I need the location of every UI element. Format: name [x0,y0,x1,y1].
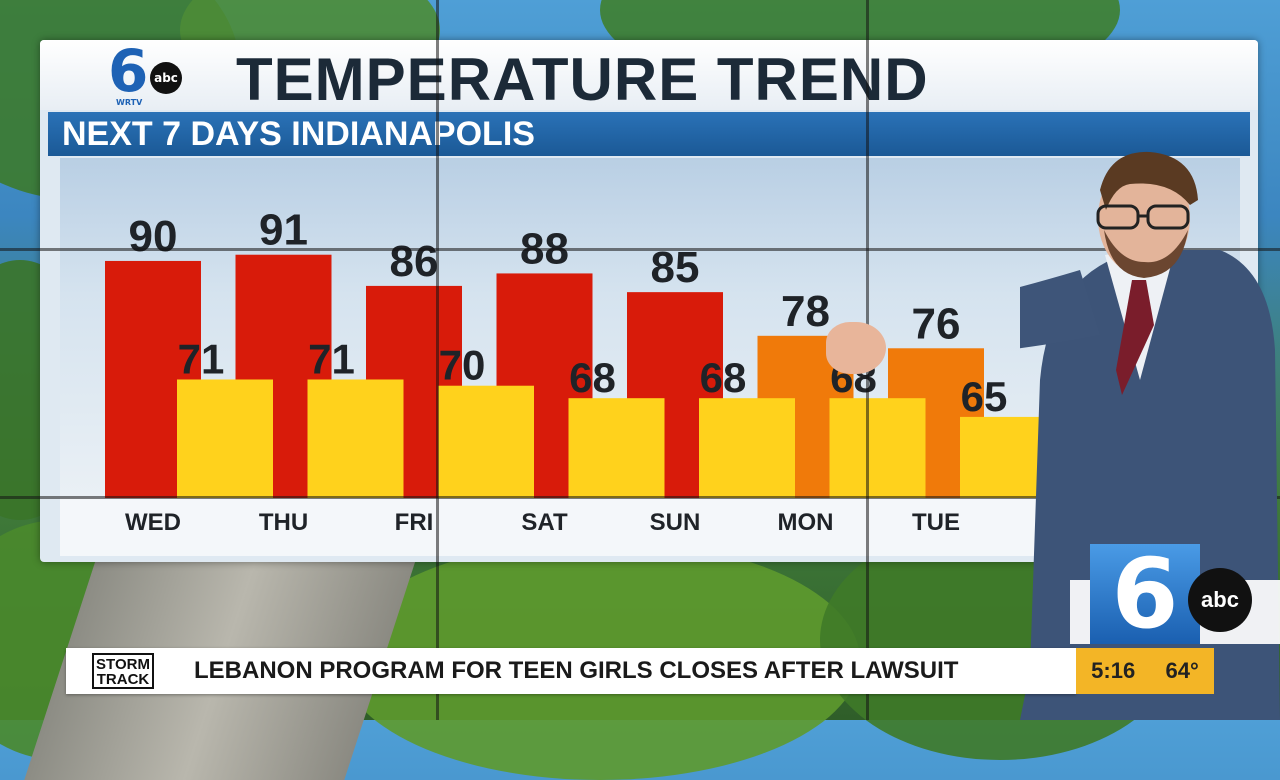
low-temp-label: 71 [178,335,225,382]
corner-logo-number: 6 [1090,544,1200,644]
day-label: WED [125,509,181,536]
high-temp-label: 76 [912,299,961,348]
screen-seam-horizontal [0,496,1280,499]
presenter-hand [826,322,886,374]
corner-network-logo: 6 abc [1070,544,1280,644]
high-temp-label: 78 [781,287,830,336]
low-temp-label: 71 [308,335,355,382]
logo-station: WRTV [116,98,143,107]
high-temp-label: 90 [129,212,178,261]
clock-time: 5:16 [1091,658,1136,683]
low-temp-bar [699,398,795,498]
current-temperature: 64° [1165,658,1199,683]
logo-network: abc [150,62,182,94]
ticker-headline: LEBANON PROGRAM FOR TEEN GIRLS CLOSES AF… [194,657,959,684]
logo-number: 6 [108,40,149,105]
subtitle-bar: NEXT 7 DAYS INDIANAPOLIS [48,112,1250,156]
day-label: SUN [650,509,701,536]
storm-track-logo: STORM TRACK [92,653,154,689]
time-temp-box: 5:16 64° [1076,648,1214,694]
news-ticker: STORM TRACK LEBANON PROGRAM FOR TEEN GIR… [66,648,1076,694]
day-label: FRI [395,509,434,536]
low-temp-bar [568,398,665,498]
day-label: TUE [912,509,960,536]
low-temp-bar [177,379,273,498]
low-temp-bar [307,379,404,498]
low-temp-label: 68 [700,354,747,401]
chart-subtitle: NEXT 7 DAYS INDIANAPOLIS [62,115,535,153]
presenter-arm [1020,270,1100,349]
low-temp-label: 70 [439,342,486,389]
day-label: THU [259,509,308,536]
screen-seam-horizontal [0,248,1280,251]
corner-logo-network: abc [1188,568,1252,632]
presenter-beard [1104,230,1188,278]
high-temp-label: 91 [259,206,308,255]
day-label: MON [778,509,834,536]
low-temp-label: 68 [569,354,616,401]
low-temp-bar [829,398,926,498]
presenter-hair [1100,151,1198,210]
chart-title: TEMPERATURE TREND [236,46,929,113]
low-temp-label: 65 [961,373,1008,420]
low-temp-bar [438,385,534,498]
screen-seam-vertical [436,0,439,720]
station-logo: 6 abc WRTV [108,42,188,107]
high-temp-label: 86 [390,237,439,286]
panel-header [40,40,1258,110]
presenter-head [1098,160,1190,276]
presenter-tie [1116,280,1154,395]
high-temp-label: 85 [651,243,700,292]
day-label: SAT [521,509,568,536]
